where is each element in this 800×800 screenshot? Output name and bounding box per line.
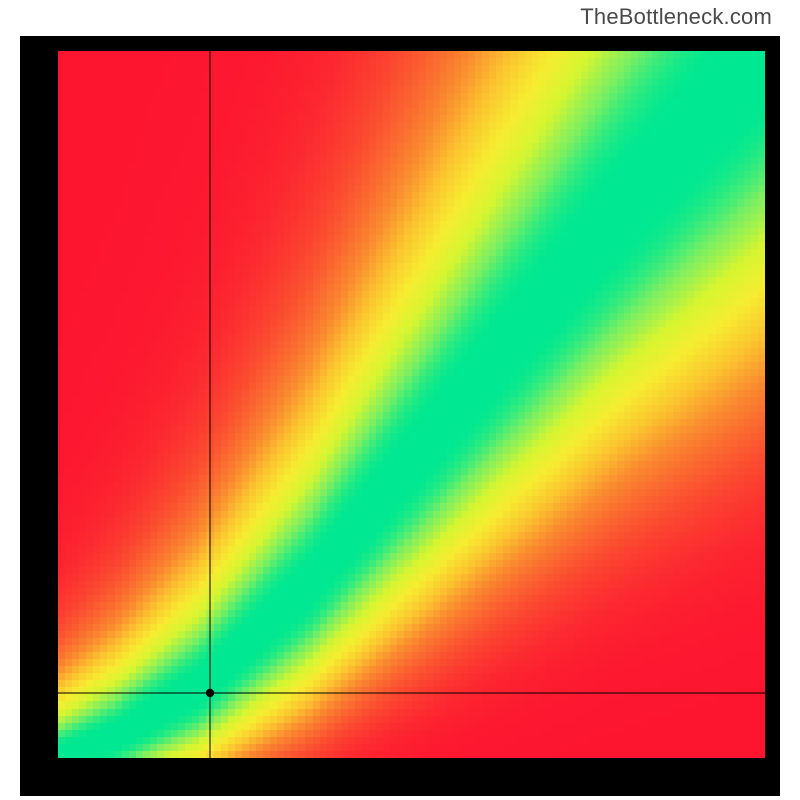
crosshair-overlay: [58, 51, 765, 758]
watermark-text: TheBottleneck.com: [580, 4, 772, 30]
crosshair-dot: [206, 689, 214, 697]
figure-root: TheBottleneck.com: [0, 0, 800, 800]
heatmap-area: [58, 51, 765, 758]
plot-outer-frame: [20, 36, 780, 796]
